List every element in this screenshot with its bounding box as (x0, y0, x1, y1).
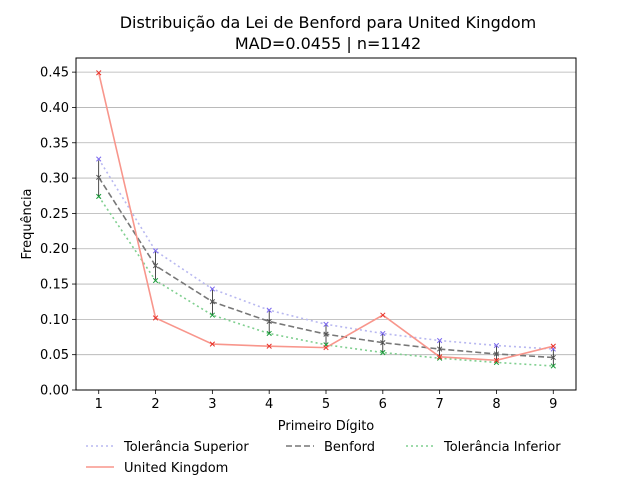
y-axis-ticks: 0.00 0.05 0.10 0.15 0.20 0.25 0.30 0.35 0.40 0.45 (40, 66, 76, 399)
y-tick-label: 0.25 (40, 207, 69, 222)
data-point-united-kingdom (436, 354, 443, 360)
series-line-united-kingdom (97, 72, 554, 362)
data-point-tolerancia-superior (380, 330, 386, 337)
x-tick-label: 8 (492, 397, 500, 412)
x-axis-ticks: 1 2 3 4 5 6 7 8 9 (95, 390, 557, 412)
y-tick-label: 0.05 (40, 348, 69, 363)
data-point-united-kingdom (493, 357, 500, 363)
legend-label: United Kingdom (124, 461, 228, 476)
data-point-benford (152, 263, 159, 269)
x-tick-label: 5 (322, 397, 330, 412)
data-point-tolerancia-inferior (380, 349, 386, 356)
data-point-tolerancia-superior (209, 286, 216, 292)
x-axis-title: Primeiro Dígito (278, 419, 375, 434)
data-point-tolerancia-inferior (209, 312, 216, 318)
data-point-tolerancia-superior (266, 307, 272, 313)
data-point-tolerancia-superior (436, 337, 443, 344)
data-point-benford (209, 299, 216, 305)
data-point-benford (96, 174, 102, 181)
legend-label: Tolerância Superior (123, 440, 249, 455)
x-tick-label: 7 (435, 397, 443, 412)
x-tick-label: 9 (549, 397, 557, 412)
y-tick-label: 0.30 (40, 172, 69, 187)
x-tick-label: 2 (151, 397, 159, 412)
x-tick-label: 4 (265, 397, 273, 412)
y-tick-label: 0.40 (40, 101, 69, 116)
data-point-united-kingdom (266, 343, 272, 349)
data-point-united-kingdom (96, 70, 102, 76)
data-point-united-kingdom (380, 312, 386, 318)
data-point-benford (436, 346, 443, 352)
x-tick-label: 1 (95, 397, 103, 412)
series-lines (96, 70, 556, 369)
x-tick-label: 6 (379, 397, 387, 412)
y-tick-label: 0.00 (40, 384, 69, 399)
data-point-united-kingdom (550, 343, 556, 349)
chart-subtitle: MAD=0.0455 | n=1142 (235, 34, 421, 53)
x-tick-label: 3 (208, 397, 216, 412)
data-point-tolerancia-inferior (96, 193, 102, 200)
data-point-benford (323, 331, 329, 337)
data-point-benford (380, 340, 386, 346)
data-point-tolerancia-superior (323, 321, 329, 327)
data-point-tolerancia-inferior (550, 363, 556, 369)
data-point-tolerancia-inferior (266, 330, 272, 337)
y-tick-label: 0.15 (40, 278, 69, 293)
y-tick-label: 0.35 (40, 136, 69, 151)
y-tick-label: 0.45 (40, 66, 69, 81)
data-point-tolerancia-superior (152, 248, 159, 254)
data-point-benford (493, 351, 500, 357)
chart-title: Distribuição da Lei de Benford para Unit… (120, 13, 537, 32)
data-point-tolerancia-superior (96, 156, 102, 162)
data-point-united-kingdom (152, 315, 159, 321)
data-point-benford (550, 354, 556, 361)
data-point-benford (266, 318, 272, 325)
legend-label: Benford (324, 440, 375, 455)
series-line-tolerancia-superior (98, 158, 554, 350)
data-point-united-kingdom (209, 341, 216, 347)
data-point-tolerancia-inferior (152, 277, 159, 284)
y-tick-label: 0.20 (40, 242, 69, 257)
legend: Tolerância Superior Benford Tolerância Inf… (86, 440, 561, 476)
data-point-tolerancia-superior (493, 342, 500, 349)
y-tick-label: 0.10 (40, 313, 69, 328)
y-axis-title: Frequência (20, 188, 35, 259)
legend-label: Tolerância Inferior (443, 440, 561, 455)
data-point-united-kingdom (323, 344, 329, 351)
